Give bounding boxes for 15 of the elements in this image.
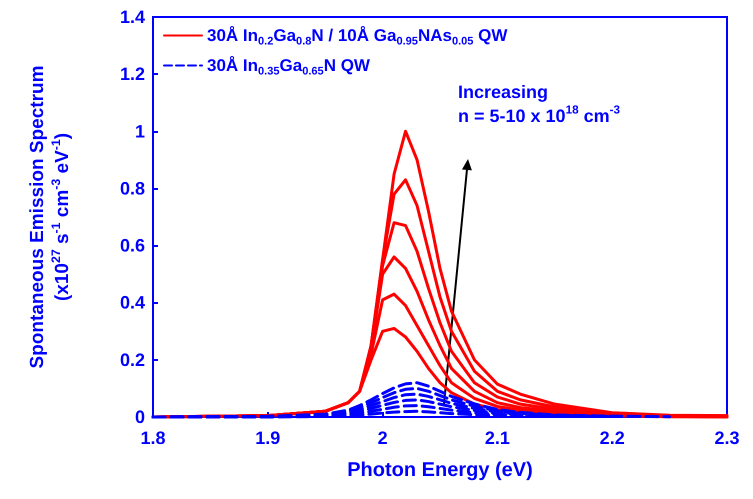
y-tick-label: 1.4 <box>120 7 145 27</box>
x-tick-label: 2.1 <box>484 428 510 448</box>
y-tick-label: 1.2 <box>120 64 145 84</box>
x-tick-label: 1.9 <box>255 428 280 448</box>
y-tick-label: 0.2 <box>120 350 145 370</box>
x-tick-label: 1.8 <box>140 428 166 448</box>
y-tick-label: 1 <box>134 121 145 142</box>
x-axis-title: Photon Energy (eV) <box>347 459 533 481</box>
y-tick-label: 0.6 <box>120 236 145 256</box>
y-tick-label: 0.8 <box>120 178 145 198</box>
x-tick-label: 2.3 <box>714 428 740 448</box>
x-tick-label: 2.2 <box>600 428 625 448</box>
x-tick-label: 2 <box>378 428 388 448</box>
y-tick-label: 0 <box>134 407 145 427</box>
y-tick-label: 0.4 <box>120 292 145 313</box>
